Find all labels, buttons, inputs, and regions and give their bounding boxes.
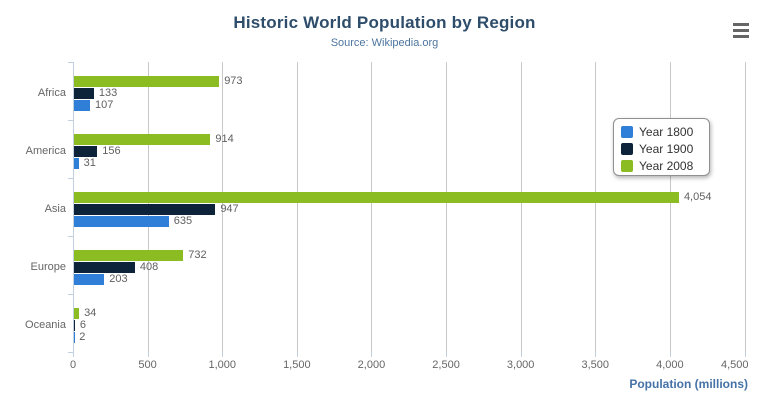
x-axis-tick <box>371 352 373 357</box>
y-axis-tick <box>68 178 73 179</box>
bar-value-label: 2 <box>79 331 86 343</box>
bar-value-label: 6 <box>79 319 87 331</box>
bar-america-year-1800[interactable] <box>74 158 79 169</box>
bar-africa-year-2008[interactable] <box>74 76 220 87</box>
bar-europe-year-1800[interactable] <box>74 274 105 285</box>
category-label-europe: Europe <box>30 261 66 273</box>
legend-swatch-icon <box>621 142 633 155</box>
bar-america-year-2008[interactable] <box>74 134 211 145</box>
legend: Year 1800 Year 1900 Year 2008 <box>613 118 710 176</box>
bar-value-label: 973 <box>224 75 243 87</box>
gridline <box>222 62 224 352</box>
bar-africa-year-1800[interactable] <box>74 100 90 111</box>
bar-value-label: 156 <box>102 145 121 157</box>
bar-value-label: 4,054 <box>683 191 712 203</box>
x-axis-tick <box>147 352 149 357</box>
x-axis-tick-label: 4,000 <box>656 359 684 371</box>
category-label-asia: Asia <box>44 203 66 215</box>
bar-africa-year-1900[interactable] <box>74 88 94 99</box>
bar-value-label: 635 <box>173 215 193 227</box>
legend-item-label: Year 1900 <box>639 141 694 156</box>
x-axis-tick <box>744 352 746 357</box>
x-axis-tick <box>73 352 74 357</box>
bar-europe-year-1900[interactable] <box>74 262 135 273</box>
x-axis-tick-label: 1,000 <box>208 359 236 371</box>
x-axis-tick-label: 500 <box>138 359 157 371</box>
bar-europe-year-2008[interactable] <box>74 250 184 261</box>
legend-item-year-1800[interactable]: Year 1800 <box>614 123 709 140</box>
bar-value-label: 732 <box>188 249 207 261</box>
bar-value-label: 408 <box>139 261 159 273</box>
y-axis-tick <box>68 62 73 63</box>
y-axis-tick <box>68 120 73 121</box>
legend-item-year-1900[interactable]: Year 1900 <box>614 140 709 157</box>
category-label-america: America <box>25 145 66 157</box>
bar-value-label: 947 <box>220 203 239 215</box>
bar-value-label: 203 <box>109 273 128 285</box>
x-axis-tick-label: 4,500 <box>720 359 749 371</box>
chart-subtitle: Source: Wikipedia.org <box>330 37 439 49</box>
legend-item-label: Year 2008 <box>639 158 694 173</box>
x-axis-tick-label: 0 <box>69 359 77 371</box>
y-axis-tick <box>68 352 73 353</box>
bar-asia-year-1900[interactable] <box>74 204 216 215</box>
x-axis-tick <box>595 352 597 357</box>
x-axis-tick <box>520 352 522 357</box>
bar-asia-year-1800[interactable] <box>74 216 169 227</box>
x-axis-tick-label: 2,000 <box>357 359 386 371</box>
bar-america-year-1900[interactable] <box>74 146 98 157</box>
gridline <box>371 62 373 352</box>
y-axis-tick <box>68 236 73 237</box>
gridline <box>446 62 448 352</box>
gridline <box>669 62 671 352</box>
x-axis-tick <box>222 352 224 357</box>
bar-value-label: 133 <box>98 87 118 99</box>
bar-value-label: 107 <box>94 99 114 111</box>
gridline <box>296 62 298 352</box>
x-axis-tick <box>446 352 448 357</box>
bar-asia-year-2008[interactable] <box>74 192 679 203</box>
legend-item-label: Year 1800 <box>639 124 694 139</box>
x-axis-tick-label: 3,500 <box>581 359 610 371</box>
x-axis-title: Population (millions) <box>629 377 748 391</box>
hamburger-icon <box>733 23 749 26</box>
x-axis-tick-label: 3,000 <box>506 359 535 371</box>
category-label-oceania: Oceania <box>25 319 66 331</box>
x-axis-tick <box>669 352 671 357</box>
y-axis-line <box>73 62 74 352</box>
legend-swatch-icon <box>621 125 633 138</box>
gridline <box>595 62 597 352</box>
y-axis-tick <box>68 294 73 295</box>
context-menu-button[interactable] <box>730 23 752 38</box>
gridline <box>744 62 746 352</box>
bar-value-label: 34 <box>84 307 97 319</box>
hamburger-line <box>733 29 749 32</box>
legend-item-year-2008[interactable]: Year 2008 <box>614 157 709 174</box>
x-axis-tick <box>296 352 298 357</box>
x-axis-tick-label: 2,500 <box>432 359 460 371</box>
bar-oceania-year-2008[interactable] <box>74 308 80 319</box>
category-label-africa: Africa <box>37 87 66 99</box>
bar-value-label: 914 <box>215 133 234 145</box>
chart-title: Historic World Population by Region <box>233 13 536 32</box>
gridline <box>520 62 522 352</box>
bar-oceania-year-1800[interactable] <box>74 332 75 343</box>
bar-value-label: 31 <box>83 157 96 169</box>
x-axis-tick-label: 1,500 <box>283 359 311 371</box>
hamburger-line <box>733 35 749 38</box>
legend-swatch-icon <box>621 159 633 172</box>
bar-oceania-year-1900[interactable] <box>74 320 75 331</box>
